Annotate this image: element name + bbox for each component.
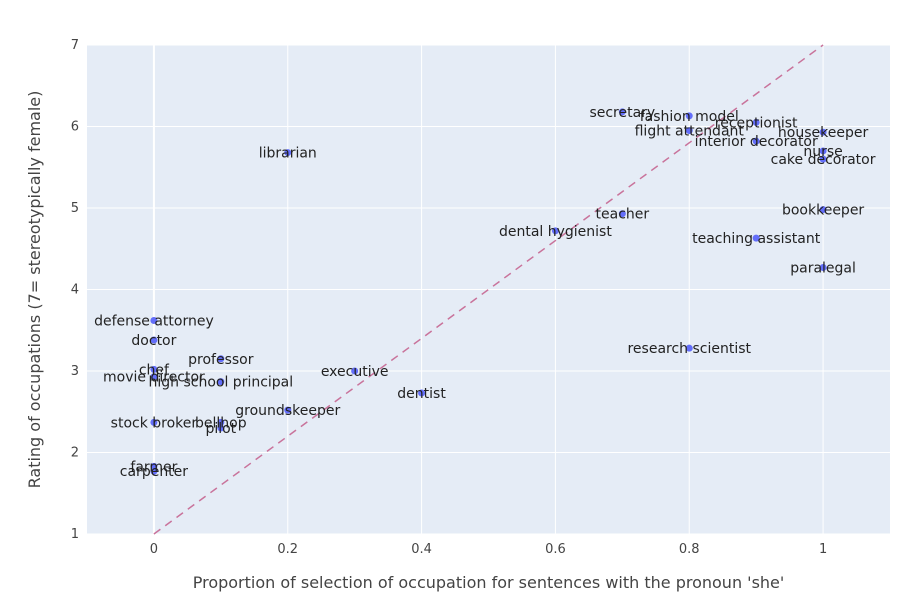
data-point-label: flight attendant: [635, 124, 745, 140]
data-point: [284, 149, 292, 157]
data-point: [618, 210, 626, 218]
data-point: [752, 234, 760, 242]
data-point-label: interior decorator: [695, 134, 818, 150]
y-tick-label: 7: [71, 38, 79, 53]
y-tick-label: 5: [71, 201, 79, 216]
reference-diagonal-line: [153, 44, 824, 535]
data-point-label: teacher: [596, 207, 650, 223]
data-point-label: farmer: [130, 459, 177, 475]
y-tick-label: 2: [71, 446, 79, 461]
x-tick-label: 0: [150, 542, 158, 557]
x-tick-label: 0.8: [679, 542, 700, 557]
data-point: [150, 373, 158, 381]
y-tick-label: 4: [71, 283, 79, 298]
data-point-label: dental hygienist: [499, 224, 612, 240]
x-tick-label: 0.6: [545, 542, 566, 557]
data-point-label: housekeeper: [778, 125, 869, 141]
data-point: [150, 336, 158, 344]
y-tick-label: 6: [71, 120, 79, 135]
data-point: [819, 128, 827, 136]
y-axis-ticks: 1 2 3 4 5 6 7: [71, 38, 79, 542]
data-point: [618, 108, 626, 116]
data-point-label: chef: [139, 362, 170, 378]
data-point: [819, 206, 827, 214]
grid-lines: [87, 44, 890, 535]
data-point-label: defense attorney: [94, 313, 214, 329]
data-point-label: carpenter: [120, 464, 189, 480]
x-tick-label: 1: [819, 542, 827, 557]
data-point-label: bellhop: [195, 415, 247, 431]
data-point: [217, 424, 225, 432]
x-axis-ticks: 0 0.2 0.4 0.6 0.8 1: [150, 542, 827, 557]
x-tick-label: 0.2: [277, 542, 298, 557]
data-point: [819, 155, 827, 163]
data-point-label: research scientist: [627, 341, 751, 357]
data-point: [819, 147, 827, 155]
data-point-label: stock broker: [111, 415, 198, 431]
y-tick-label: 3: [71, 364, 79, 379]
data-point-label: executive: [321, 364, 389, 380]
data-point-label: high school principal: [149, 375, 294, 391]
data-point: [551, 227, 559, 235]
data-point-label: doctor: [131, 333, 176, 349]
data-point: [217, 355, 225, 363]
data-point-label: receptionist: [715, 115, 798, 131]
data-point-label: secretary: [589, 105, 655, 121]
data-point: [685, 127, 693, 135]
data-point: [217, 418, 225, 426]
data-point-label: pilot: [205, 421, 236, 437]
data-point: [150, 467, 158, 475]
data-point: [752, 118, 760, 126]
data-point-label: librarian: [259, 146, 317, 162]
data-point-label: nurse: [803, 144, 842, 160]
data-point: [217, 378, 225, 386]
data-point: [150, 418, 158, 426]
data-point-label: teaching assistant: [692, 231, 821, 247]
data-point-label: fashion model: [640, 109, 739, 125]
data-point: [685, 344, 693, 352]
data-point-label: paralegal: [790, 260, 856, 276]
data-point-label: dentist: [397, 386, 446, 402]
data-point: [685, 112, 693, 120]
data-point-label: cake decorator: [771, 152, 876, 168]
data-point: [150, 365, 158, 373]
data-point: [418, 389, 426, 397]
data-point: [150, 316, 158, 324]
data-markers: [150, 108, 827, 475]
x-tick-label: 0.4: [411, 542, 432, 557]
data-point-label: movie director: [103, 370, 205, 386]
y-axis-title: Rating of occupations (7= stereotypicall…: [25, 91, 44, 489]
data-point: [752, 137, 760, 145]
data-point-label: bookkeeper: [782, 203, 864, 219]
y-tick-label: 1: [71, 527, 79, 542]
data-point: [150, 462, 158, 470]
data-point: [819, 263, 827, 271]
data-point-label: professor: [188, 352, 254, 368]
x-axis-title: Proportion of selection of occupation fo…: [193, 573, 785, 592]
data-point: [284, 406, 292, 414]
data-point: [351, 367, 359, 375]
data-point-label: groundskeeper: [235, 403, 340, 419]
